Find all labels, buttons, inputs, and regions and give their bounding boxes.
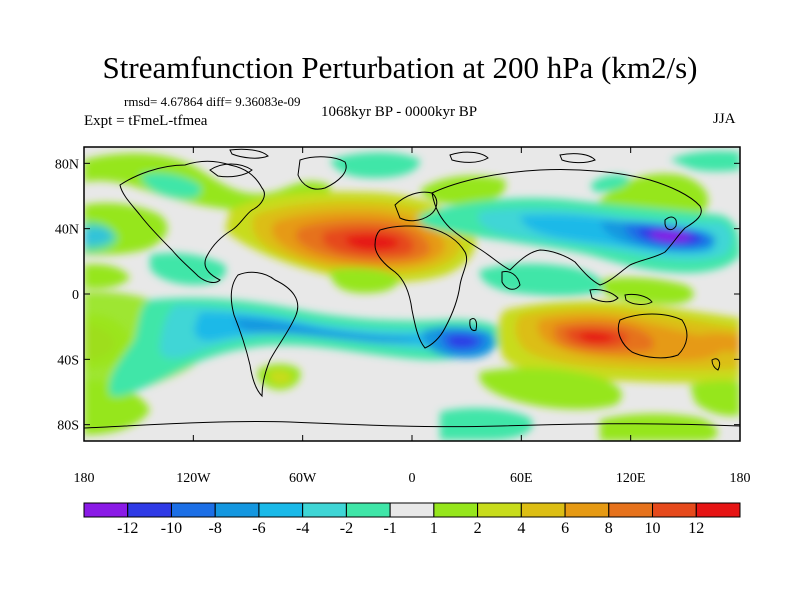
colorbar-label: 6 xyxy=(561,520,569,537)
lon-tick-label: 0 xyxy=(409,471,416,486)
colorbar-swatch xyxy=(608,502,654,518)
lat-tick-label: 0 xyxy=(72,288,79,303)
contour-field-area xyxy=(84,147,740,441)
rmsd-diff-stats: rmsd= 4.67864 diff= 9.36083e-09 xyxy=(124,94,301,109)
colorbar-label: 2 xyxy=(474,520,482,537)
experiment-label: Expt = tFmeL-tfmea xyxy=(84,113,208,129)
colorbar-swatch xyxy=(389,502,435,518)
colorbar-swatch xyxy=(652,502,697,518)
colorbar-swatch xyxy=(433,502,479,518)
plot-title: Streamfunction Perturbation at 200 hPa (… xyxy=(102,50,698,85)
map-axes: 180 120W 60W 0 60E 120E 180 80N 40N 0 40S 80S xyxy=(55,147,751,486)
lat-tick-label: 40S xyxy=(57,353,79,368)
colorbar-label: 12 xyxy=(688,520,704,537)
colorbar-swatch xyxy=(477,502,522,518)
colorbar-label: 1 xyxy=(430,520,438,537)
colorbar-swatch xyxy=(83,502,129,518)
colorbar-swatch xyxy=(302,502,347,518)
lon-tick-label: 120E xyxy=(616,471,646,486)
colorbar-label: -2 xyxy=(340,520,353,537)
colorbar: -12 -10 -8 -6 -4 -2 -1 1 2 4 6 8 10 12 xyxy=(83,502,741,537)
lon-tick-label: 60E xyxy=(510,471,533,486)
colorbar-label: -8 xyxy=(209,520,222,537)
colorbar-label: -12 xyxy=(117,520,138,537)
colorbar-label: 8 xyxy=(605,520,613,537)
lon-tick-label: 60W xyxy=(289,471,317,486)
colorbar-swatch xyxy=(258,502,304,518)
colorbar-swatch xyxy=(214,502,260,518)
lon-tick-label: 180 xyxy=(730,471,751,486)
colorbar-swatch xyxy=(520,502,566,518)
lon-tick-label: 180 xyxy=(74,471,95,486)
colorbar-swatch xyxy=(564,502,610,518)
colorbar-label: -6 xyxy=(252,520,265,537)
lat-tick-label: 80S xyxy=(57,419,79,434)
lat-tick-label: 40N xyxy=(55,223,79,238)
season-label: JJA xyxy=(713,111,736,127)
colorbar-swatch xyxy=(127,502,172,518)
coastlines xyxy=(84,148,740,429)
colorbar-label: 10 xyxy=(645,520,661,537)
lon-tick-label: 120W xyxy=(176,471,211,486)
period-label: 1068kyr BP - 0000kyr BP xyxy=(321,104,478,120)
colorbar-label: 4 xyxy=(517,520,525,537)
colorbar-label: -1 xyxy=(383,520,396,537)
colorbar-label: -10 xyxy=(161,520,182,537)
colorbar-swatch xyxy=(170,502,216,518)
colorbar-swatch xyxy=(695,502,741,518)
lat-tick-label: 80N xyxy=(55,157,79,172)
colorbar-swatch xyxy=(345,502,391,518)
colorbar-label: -4 xyxy=(296,520,309,537)
